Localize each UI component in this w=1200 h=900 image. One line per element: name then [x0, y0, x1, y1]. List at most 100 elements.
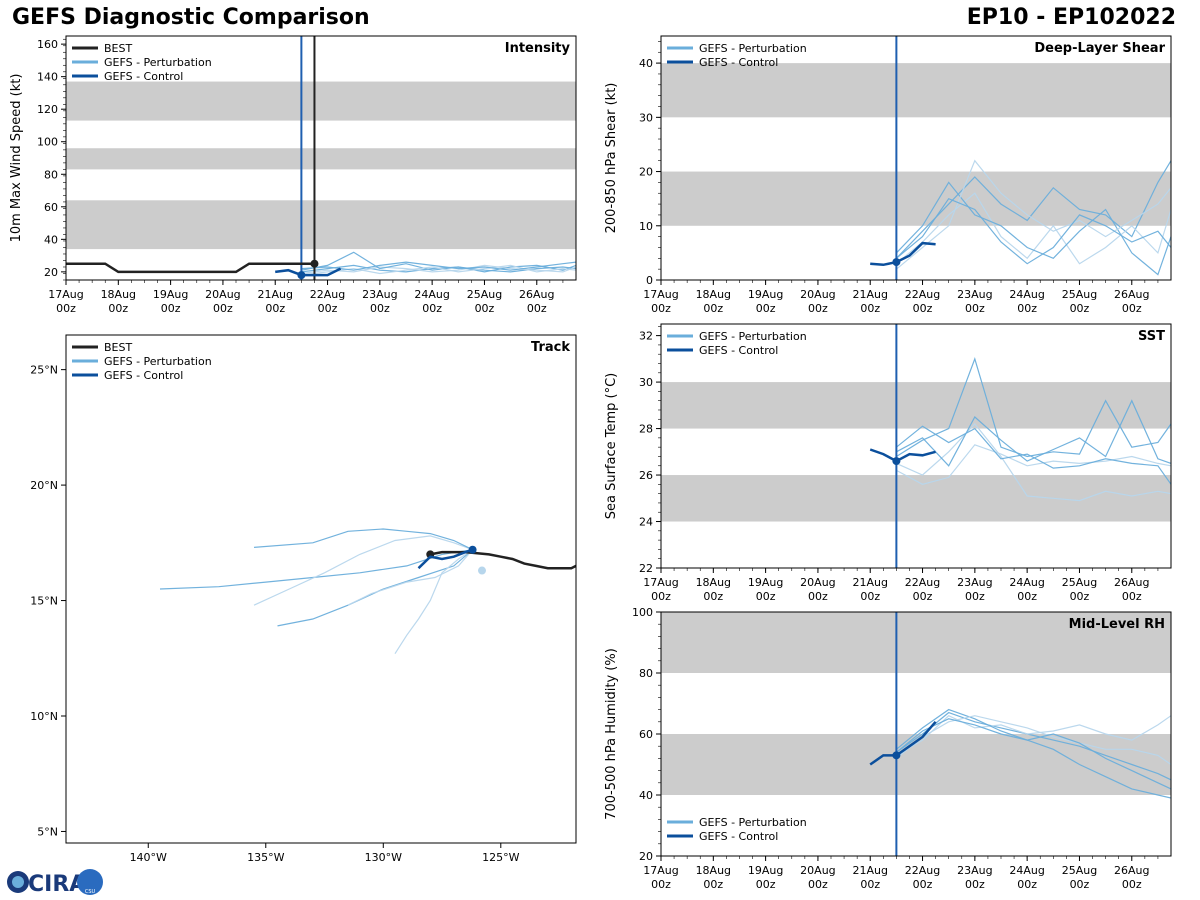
sst-frame — [660, 323, 1172, 569]
sst-perturbation-line — [896, 399, 1171, 467]
shear-xtick-label: 00z — [860, 302, 880, 315]
rh-xtick-label: 00z — [703, 878, 723, 891]
shear-legend-label: GEFS - Control — [699, 56, 778, 69]
track-xtick-label: 130°W — [365, 851, 402, 864]
rh-ytick-label: 60 — [639, 728, 653, 741]
shear-xtick-label: 00z — [1017, 302, 1037, 315]
rh-xtick-label: 00z — [1122, 878, 1142, 891]
rh-xtick-label: 00z — [1070, 878, 1090, 891]
intensity-xtick-label: 00z — [318, 302, 338, 315]
sst-xtick-label: 19Aug — [748, 576, 783, 589]
intensity-ytick-label: 80 — [44, 168, 58, 181]
track-perturbation-line — [159, 549, 473, 590]
intensity-ytick-label: 160 — [37, 38, 58, 51]
rh-ytick-label: 20 — [639, 850, 653, 863]
shear-legend-label: GEFS - Perturbation — [699, 42, 807, 55]
intensity-xtick-label: 00z — [527, 302, 547, 315]
sst-legend-label: GEFS - Control — [699, 344, 778, 357]
shear-control-line — [870, 241, 936, 267]
intensity-plot-area — [66, 36, 576, 280]
sst-ytick-label: 22 — [639, 562, 653, 575]
sst-xtick-label: 00z — [808, 590, 828, 603]
intensity-frame — [65, 35, 577, 281]
rh-xtick-label: 18Aug — [696, 864, 731, 877]
sst-ytick-label: 30 — [639, 376, 653, 389]
sst-panel: 22242628303217Aug00z18Aug00z19Aug00z20Au… — [604, 323, 1172, 603]
shear-xtick-label: 00z — [808, 302, 828, 315]
intensity-xtick-label: 00z — [422, 302, 442, 315]
shear-ylabel: 200-850 hPa Shear (kt) — [604, 83, 619, 234]
shear-plot-area — [661, 36, 1171, 280]
intensity-xtick-label: 00z — [108, 302, 128, 315]
shear-xtick-label: 00z — [1122, 302, 1142, 315]
sst-xtick-label: 22Aug — [905, 576, 940, 589]
shear-panel-title: Deep-Layer Shear — [1034, 41, 1165, 56]
track-perturbation-marker — [477, 566, 486, 575]
sst-ytick-label: 24 — [639, 516, 653, 529]
sst-xtick-label: 17Aug — [643, 576, 678, 589]
track-perturbation-line — [347, 549, 474, 606]
shear-control-marker — [892, 258, 901, 267]
sst-xtick-label: 21Aug — [852, 576, 887, 589]
shear-ytick-label: 20 — [639, 166, 653, 179]
intensity-xtick-label: 23Aug — [362, 288, 397, 301]
intensity-xtick-label: 21Aug — [257, 288, 292, 301]
rh-legend-label: GEFS - Control — [699, 830, 778, 843]
shear-xtick-label: 00z — [1070, 302, 1090, 315]
rh-control-marker — [892, 751, 901, 760]
track-ytick-label: 15°N — [30, 595, 58, 608]
shear-xtick-label: 00z — [913, 302, 933, 315]
shear-xtick-label: 00z — [965, 302, 985, 315]
shear-xtick-label: 26Aug — [1114, 288, 1149, 301]
shear-panel: 01020304017Aug00z18Aug00z19Aug00z20Aug00… — [604, 35, 1172, 315]
shear-perturbation-line — [896, 192, 1171, 265]
intensity-xtick-label: 00z — [213, 302, 233, 315]
track-legend-label: BEST — [104, 341, 132, 354]
intensity-legend-label: GEFS - Control — [104, 70, 183, 83]
shear-perturbation-line — [896, 159, 1171, 270]
shear-shade-band — [661, 63, 1171, 118]
intensity-best-marker — [310, 259, 319, 268]
intensity-panel-title: Intensity — [505, 41, 571, 56]
intensity-control-line — [275, 267, 342, 277]
sst-xtick-label: 23Aug — [957, 576, 992, 589]
intensity-ytick-label: 60 — [44, 201, 58, 214]
intensity-best-line — [66, 262, 315, 274]
sst-perturbation-line — [896, 422, 1171, 502]
rh-legend-label: GEFS - Perturbation — [699, 816, 807, 829]
rh-xtick-label: 00z — [808, 878, 828, 891]
track-panel: 5°N 10°N 15°N 20°N 25°N 140°W 135°W 130°W 125°W T… — [30, 334, 577, 864]
sst-perturbation-line — [896, 444, 1171, 485]
track-perturbation-line — [253, 535, 473, 606]
track-panel-title: Track — [531, 340, 570, 355]
shear-xtick-label: 17Aug — [643, 288, 678, 301]
sst-shade-band — [661, 475, 1171, 522]
sst-xtick-label: 00z — [860, 590, 880, 603]
rh-xtick-label: 20Aug — [800, 864, 835, 877]
sst-panel-title: SST — [1138, 329, 1165, 344]
sst-perturbation-line — [896, 357, 1171, 458]
shear-xtick-label: 00z — [651, 302, 671, 315]
intensity-xtick-label: 00z — [475, 302, 495, 315]
sst-xtick-label: 24Aug — [1009, 576, 1044, 589]
rh-xtick-label: 26Aug — [1114, 864, 1149, 877]
shear-xtick-label: 00z — [703, 302, 723, 315]
shear-xtick-label: 18Aug — [696, 288, 731, 301]
track-perturbation-line — [253, 528, 473, 551]
rh-xtick-label: 24Aug — [1009, 864, 1044, 877]
sst-xtick-label: 00z — [651, 590, 671, 603]
sst-ytick-label: 26 — [639, 469, 653, 482]
rh-xtick-label: 00z — [1017, 878, 1037, 891]
intensity-perturbation-line — [301, 264, 576, 273]
rh-plot-area — [661, 612, 1171, 856]
sst-xtick-label: 00z — [913, 590, 933, 603]
rh-shade-band — [661, 612, 1171, 673]
shear-xtick-label: 25Aug — [1062, 288, 1097, 301]
rh-xtick-label: 00z — [651, 878, 671, 891]
sst-xtick-label: 20Aug — [800, 576, 835, 589]
rh-perturbation-line — [896, 708, 1171, 799]
intensity-xtick-label: 22Aug — [310, 288, 345, 301]
sst-xtick-label: 00z — [965, 590, 985, 603]
rh-panel-title: Mid-Level RH — [1069, 617, 1165, 632]
rh-ytick-label: 40 — [639, 789, 653, 802]
